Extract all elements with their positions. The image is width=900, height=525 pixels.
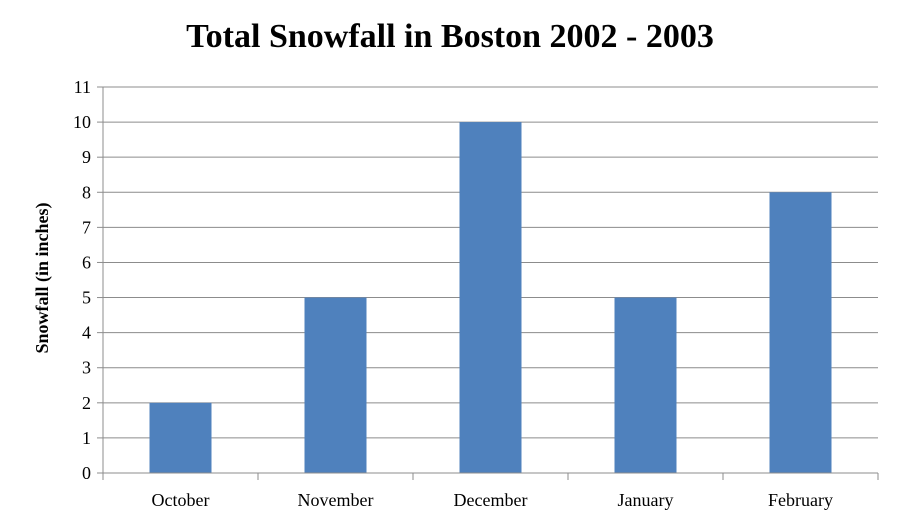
y-tick-label: 5 <box>82 288 91 308</box>
x-tick-label: October <box>152 490 210 510</box>
y-tick-label: 4 <box>82 323 91 343</box>
bar-february <box>769 192 832 474</box>
y-tick-label: 3 <box>82 358 91 378</box>
bar-december <box>459 122 522 473</box>
x-tick-label: January <box>618 490 674 510</box>
chart-title: Total Snowfall in Boston 2002 - 2003 <box>186 18 714 55</box>
y-tick-label: 10 <box>73 112 91 132</box>
x-tick-label: November <box>298 490 374 510</box>
x-tick-labels: October November December January February <box>152 490 833 510</box>
bar-january <box>614 297 677 473</box>
y-tick-label: 9 <box>82 147 91 167</box>
x-tick-label: December <box>454 490 528 510</box>
bar-october <box>149 402 212 473</box>
y-tick-label: 7 <box>82 217 91 237</box>
y-tick-label: 8 <box>82 182 91 202</box>
y-tick-label: 6 <box>82 252 91 272</box>
y-tick-label: 1 <box>82 428 91 448</box>
y-tick-labels: 0 1 2 3 4 5 6 7 8 9 10 11 <box>73 77 91 483</box>
y-axis-title: Snowfall (in inches) <box>32 202 53 353</box>
y-tick-label: 2 <box>82 393 91 413</box>
y-tick-label: 11 <box>74 77 91 97</box>
bar-november <box>304 297 367 473</box>
bars <box>149 122 832 474</box>
y-tick-label: 0 <box>82 463 91 483</box>
x-tick-label: February <box>768 490 833 510</box>
axes <box>102 87 879 480</box>
